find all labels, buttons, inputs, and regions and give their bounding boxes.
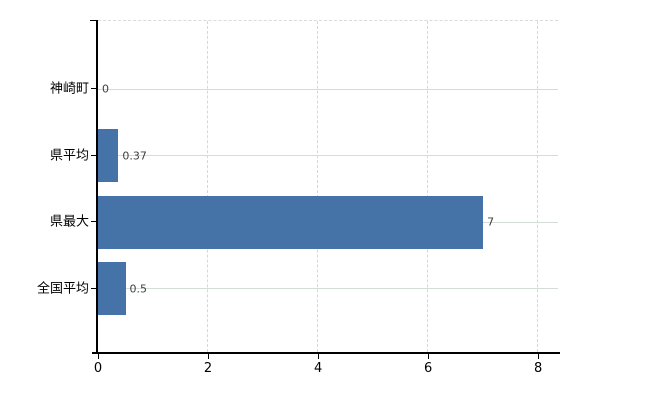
- bar-value-label: 0.37: [122, 149, 147, 162]
- x-axis-tick: [207, 354, 209, 359]
- x-tick-label: 0: [93, 361, 103, 376]
- y-axis-tick: [91, 88, 98, 89]
- y-axis-line: [96, 20, 98, 352]
- x-axis-tick: [537, 354, 539, 359]
- vertical-gridline: [207, 21, 209, 352]
- x-axis-tick: [317, 354, 319, 359]
- y-axis-tick: [91, 221, 98, 222]
- horizontal-gridline: [98, 155, 558, 156]
- x-axis-tick: [427, 354, 429, 359]
- bar: [98, 195, 484, 249]
- x-axis-line: [92, 352, 560, 354]
- y-axis-tick: [91, 154, 98, 156]
- bar-value-label: 7: [487, 215, 495, 229]
- category-label: 全国平均: [36, 281, 89, 296]
- vertical-gridline: [317, 21, 319, 352]
- category-label: 県最大: [49, 214, 89, 230]
- x-tick-label: 2: [203, 361, 213, 376]
- vertical-gridline: [427, 21, 429, 352]
- horizontal-gridline: [98, 88, 558, 90]
- x-tick-label: 4: [313, 361, 323, 376]
- category-label: 神崎町: [49, 81, 89, 97]
- vertical-gridline: [537, 21, 539, 352]
- horizontal-gridline: [98, 288, 558, 289]
- y-axis-tick: [91, 287, 98, 289]
- category-label: 県平均: [49, 148, 89, 163]
- x-axis-tick: [97, 354, 99, 359]
- bar: [98, 129, 119, 182]
- bar: [98, 262, 126, 315]
- x-tick-label: 6: [424, 361, 433, 376]
- bar-value-label: 0.5: [129, 282, 148, 295]
- x-tick-label: 8: [534, 361, 543, 376]
- plot-area: [98, 20, 558, 352]
- bar-value-label: 0: [102, 82, 109, 96]
- y-axis-end-tick: [90, 20, 98, 21]
